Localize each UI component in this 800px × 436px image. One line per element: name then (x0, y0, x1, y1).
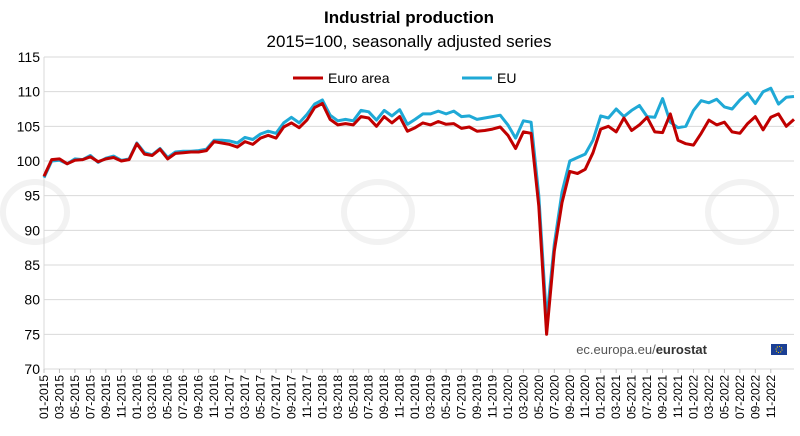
x-tick-label: 01-2022 (686, 375, 700, 419)
x-tick-label: 11-2015 (114, 375, 128, 418)
x-tick-label: 05-2022 (717, 375, 731, 419)
legend-label-eu: EU (497, 70, 516, 86)
x-tick-label: 07-2022 (733, 375, 747, 419)
x-tick-label: 01-2021 (594, 375, 608, 419)
grid (43, 56, 794, 370)
x-tick-label: 01-2015 (37, 375, 51, 419)
x-tick-label: 01-2018 (315, 375, 329, 419)
x-tick-label: 03-2016 (145, 375, 159, 419)
eu-flag-icon (771, 344, 787, 355)
x-tick-label: 07-2015 (83, 375, 97, 419)
series-line-euro-area (42, 102, 796, 336)
x-tick-label: 01-2016 (130, 375, 144, 419)
x-tick-label: 01-2019 (408, 375, 422, 419)
y-tick-label: 105 (17, 118, 41, 134)
x-tick-label: 11-2019 (485, 375, 499, 418)
x-tick-label: 07-2019 (455, 375, 469, 419)
x-axis: 01-2015 03-2015 05-2015 07-2015 09-2015 11-20… (37, 369, 778, 419)
y-axis: 70 75 80 85 90 95 100 105 110 115 (17, 49, 41, 377)
plot-area (42, 86, 796, 336)
x-tick-label: 05-2020 (532, 375, 546, 419)
x-tick-label: 11-2021 (671, 375, 685, 418)
x-tick-label: 09-2020 (563, 375, 577, 419)
source-brand: eurostat (656, 342, 708, 357)
x-tick-label: 03-2018 (331, 375, 345, 419)
x-tick-label: 07-2021 (640, 375, 654, 419)
x-tick-label: 03-2017 (238, 375, 252, 419)
x-tick-label: 01-2017 (223, 375, 237, 419)
x-tick-label: 05-2015 (68, 375, 82, 419)
x-tick-label: 05-2017 (253, 375, 267, 419)
x-tick-label: 07-2017 (269, 375, 283, 419)
x-tick-label: 09-2022 (748, 375, 762, 419)
x-tick-label: 05-2016 (161, 375, 175, 419)
x-tick-label: 09-2016 (192, 375, 206, 419)
chart-subtitle: 2015=100, seasonally adjusted series (267, 32, 552, 51)
x-tick-label: 03-2019 (424, 375, 438, 419)
x-tick-label: 07-2016 (176, 375, 190, 419)
legend-label-euro-area: Euro area (328, 70, 390, 86)
x-tick-label: 03-2020 (516, 375, 530, 419)
y-tick-label: 115 (18, 49, 41, 65)
x-tick-label: 03-2022 (702, 375, 716, 419)
y-tick-label: 80 (24, 292, 40, 308)
x-tick-label: 09-2021 (656, 375, 670, 419)
x-tick-label: 11-2022 (764, 375, 778, 418)
x-tick-label: 09-2019 (470, 375, 484, 419)
x-tick-label: 11-2020 (578, 375, 592, 418)
legend: Euro area EU (293, 70, 516, 86)
x-tick-label: 09-2018 (377, 375, 391, 419)
x-tick-label: 11-2018 (393, 375, 407, 418)
x-tick-label: 05-2021 (625, 375, 639, 419)
source-url: ec.europa.eu/ (576, 342, 656, 357)
x-tick-label: 09-2017 (284, 375, 298, 419)
y-tick-label: 110 (18, 84, 41, 100)
y-tick-label: 95 (24, 188, 40, 204)
x-tick-label: 03-2015 (52, 375, 66, 419)
x-tick-label: 03-2021 (609, 375, 623, 419)
x-tick-label: 05-2018 (346, 375, 360, 419)
x-tick-label: 07-2020 (547, 375, 561, 419)
x-tick-label: 11-2017 (300, 375, 314, 418)
x-tick-label: 01-2020 (501, 375, 515, 419)
y-tick-label: 100 (17, 153, 41, 169)
series-line-eu (42, 86, 795, 322)
watermark-logo-icon (0, 179, 779, 245)
y-tick-label: 70 (24, 361, 40, 377)
y-tick-label: 75 (24, 326, 40, 342)
chart-title: Industrial production (324, 8, 494, 27)
eu-flag-stars-icon (775, 346, 783, 353)
y-tick-label: 85 (24, 257, 40, 273)
x-tick-label: 05-2019 (439, 375, 453, 419)
svg-text:ec.europa.eu/eurostat: ec.europa.eu/eurostat (576, 342, 707, 357)
y-tick-label: 90 (24, 222, 40, 238)
x-tick-label: 11-2016 (207, 375, 221, 418)
source-credit: ec.europa.eu/eurostat (576, 342, 787, 357)
x-tick-label: 07-2018 (362, 375, 376, 419)
x-tick-label: 09-2015 (99, 375, 113, 419)
